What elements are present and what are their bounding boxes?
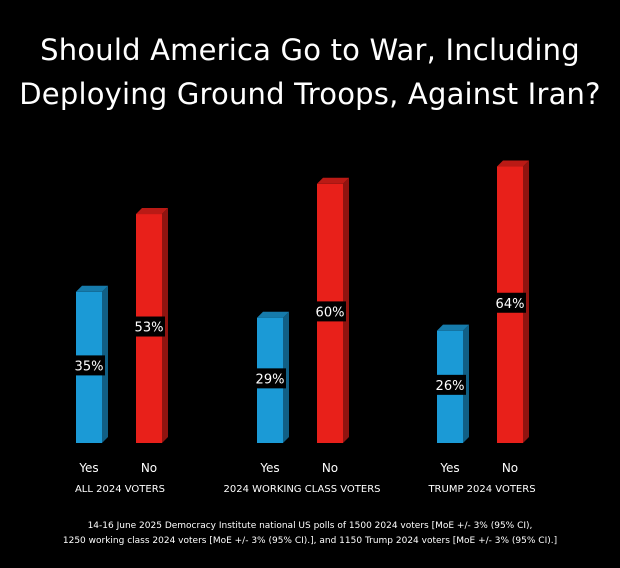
chart-title-line-2: Deploying Ground Troops, Against Iran? bbox=[19, 77, 601, 111]
series-label-yes-3: Yes bbox=[439, 461, 459, 475]
category-label-2: 2024 WORKING CLASS VOTERS bbox=[223, 484, 380, 495]
series-label-no-2: No bbox=[322, 461, 338, 475]
series-label-no-1: No bbox=[141, 461, 157, 475]
chart-title-line-1: Should America Go to War, Including bbox=[40, 33, 580, 67]
bar-yes-2-top bbox=[257, 311, 289, 318]
category-label-1: ALL 2024 VOTERS bbox=[75, 484, 165, 495]
value-label-no-3: 64% bbox=[496, 297, 525, 312]
bar-no-2-top bbox=[317, 177, 349, 184]
value-label-no-2-box bbox=[314, 301, 346, 322]
value-label-yes-2-box bbox=[254, 368, 286, 389]
value-label-no-1: 53% bbox=[135, 321, 164, 336]
series-label-no-3: No bbox=[502, 461, 518, 475]
bar-no-1-top bbox=[136, 208, 168, 215]
category-label-3: TRUMP 2024 VOTERS bbox=[427, 484, 535, 495]
value-label-no-1-box bbox=[133, 316, 165, 337]
chart-title: Should America Go to War, Including Depl… bbox=[0, 28, 620, 116]
bar-no-3-top bbox=[497, 160, 529, 167]
value-label-yes-3-box bbox=[434, 374, 466, 395]
bar-yes-3-top bbox=[437, 324, 469, 331]
series-label-yes-1: Yes bbox=[78, 461, 98, 475]
footnote-line-2: 1250 working class 2024 voters [MoE +/- … bbox=[62, 536, 558, 546]
footnote-line-1: 14-16 June 2025 Democracy Institute nati… bbox=[87, 521, 533, 531]
value-label-no-3-box bbox=[494, 292, 526, 313]
bar-yes-1-top bbox=[76, 285, 108, 292]
value-label-yes-2: 29% bbox=[256, 372, 285, 387]
value-label-yes-3: 26% bbox=[436, 379, 465, 394]
series-label-yes-2: Yes bbox=[259, 461, 279, 475]
value-label-yes-1: 35% bbox=[75, 359, 104, 374]
source-footnote: 14-16 June 2025 Democracy Institute nati… bbox=[0, 519, 620, 549]
value-label-no-2: 60% bbox=[316, 305, 345, 320]
value-label-yes-1-box bbox=[73, 355, 105, 376]
